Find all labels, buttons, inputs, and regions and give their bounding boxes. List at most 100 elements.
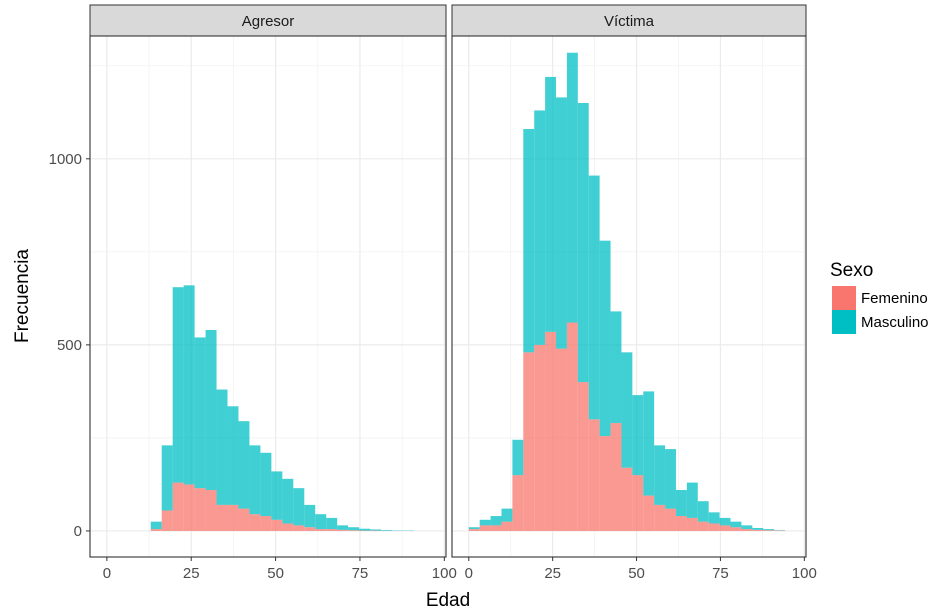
- bar-masculino: [675, 490, 687, 517]
- bar-femenino: [665, 508, 676, 531]
- bar-masculino: [566, 52, 578, 323]
- bar-masculino: [545, 76, 557, 332]
- y-tick-label: 1000: [49, 151, 82, 168]
- bar-femenino: [468, 529, 480, 531]
- bar-masculino: [730, 521, 742, 528]
- x-tick-label: 50: [267, 565, 284, 582]
- bar-masculino: [216, 389, 228, 505]
- y-tick-label: 500: [57, 337, 82, 354]
- bar-masculino: [686, 482, 698, 518]
- bar-femenino: [183, 484, 195, 531]
- bar-masculino: [512, 439, 524, 476]
- bar-femenino: [512, 475, 524, 531]
- bar-femenino: [610, 423, 622, 531]
- bar-masculino: [643, 391, 655, 496]
- bar-masculino: [490, 516, 502, 526]
- bar-femenino: [479, 525, 491, 531]
- bar-masculino: [205, 329, 217, 491]
- bar-femenino: [348, 530, 360, 531]
- y-axis-ticks: 0 500 1000: [49, 151, 90, 540]
- x-tick-label: 50: [628, 565, 645, 582]
- bar-femenino: [719, 525, 731, 531]
- bar-masculino: [282, 478, 294, 524]
- bar-masculino: [534, 110, 546, 345]
- bar-femenino: [194, 488, 206, 531]
- panel-border: [89, 35, 447, 558]
- x-axis-title: Edad: [426, 590, 470, 610]
- bar-femenino: [326, 529, 338, 531]
- bar-femenino: [763, 530, 775, 531]
- bar-femenino: [205, 490, 217, 531]
- bar-femenino: [282, 523, 294, 531]
- bar-masculino: [150, 521, 162, 530]
- bar-femenino: [238, 508, 250, 531]
- bar-masculino: [654, 445, 666, 505]
- panel-victima: [451, 35, 807, 558]
- bar-femenino: [697, 521, 709, 531]
- facet-strip-agresor: Agresor: [89, 4, 447, 37]
- bar-femenino: [172, 482, 184, 531]
- bar-femenino: [534, 344, 546, 531]
- bar-femenino: [304, 527, 316, 531]
- bar-masculino: [610, 311, 622, 424]
- bar-masculino: [227, 406, 239, 505]
- bar-femenino: [654, 504, 666, 531]
- bar-masculino: [315, 514, 327, 530]
- x-tick-label: 0: [103, 565, 111, 582]
- bar-masculino: [194, 337, 206, 489]
- legend-swatch-masculino: [832, 310, 856, 334]
- bar-femenino: [675, 516, 687, 531]
- legend-title: Sexo: [830, 260, 873, 281]
- bar-masculino: [719, 517, 731, 526]
- bar-masculino: [249, 445, 261, 515]
- x-tick-label: 25: [183, 565, 200, 582]
- x-tick-label: 25: [544, 565, 561, 582]
- bar-femenino: [588, 419, 600, 531]
- bar-masculino: [479, 519, 491, 526]
- legend-swatch-femenino: [832, 286, 856, 310]
- bar-masculino: [501, 508, 513, 522]
- bar-femenino: [556, 348, 567, 531]
- x-tick-label: 75: [712, 565, 729, 582]
- bar-femenino: [545, 331, 557, 531]
- bar-femenino: [216, 504, 228, 531]
- bar-masculino: [708, 512, 720, 524]
- bar-masculino: [238, 421, 250, 509]
- bar-masculino: [293, 488, 305, 526]
- bar-femenino: [741, 529, 753, 531]
- bar-femenino: [621, 467, 633, 531]
- bar-masculino: [763, 529, 775, 531]
- bar-femenino: [490, 525, 502, 531]
- bar-masculino: [697, 501, 709, 522]
- bar-femenino: [249, 514, 261, 531]
- bar-masculino: [523, 129, 535, 353]
- bar-femenino: [337, 529, 349, 531]
- legend-label-femenino: Femenino: [861, 290, 928, 307]
- bar-masculino: [468, 527, 480, 530]
- panel-border: [451, 35, 807, 558]
- x-tick-label: 75: [352, 565, 369, 582]
- bar-femenino: [293, 525, 305, 531]
- bar-femenino: [150, 529, 162, 531]
- bar-masculino: [183, 285, 195, 485]
- bar-femenino: [501, 521, 513, 531]
- bar-masculino: [665, 449, 676, 509]
- bar-femenino: [271, 519, 283, 531]
- bar-femenino: [632, 475, 644, 531]
- bar-masculino: [370, 529, 382, 531]
- bar-femenino: [315, 529, 327, 531]
- bar-femenino: [708, 523, 720, 531]
- legend-label-masculino: Masculino: [861, 314, 929, 331]
- legend: Sexo Femenino Masculino: [830, 260, 929, 334]
- facet-title-agresor: Agresor: [242, 13, 295, 30]
- bar-femenino: [523, 352, 535, 531]
- bar-masculino: [632, 395, 644, 476]
- bar-masculino: [381, 530, 393, 531]
- bar-femenino: [686, 517, 698, 531]
- bar-masculino: [752, 527, 764, 530]
- bar-femenino: [643, 495, 655, 531]
- bar-femenino: [161, 510, 173, 531]
- bar-femenino: [599, 436, 611, 531]
- x-tick-label: 100: [432, 565, 457, 582]
